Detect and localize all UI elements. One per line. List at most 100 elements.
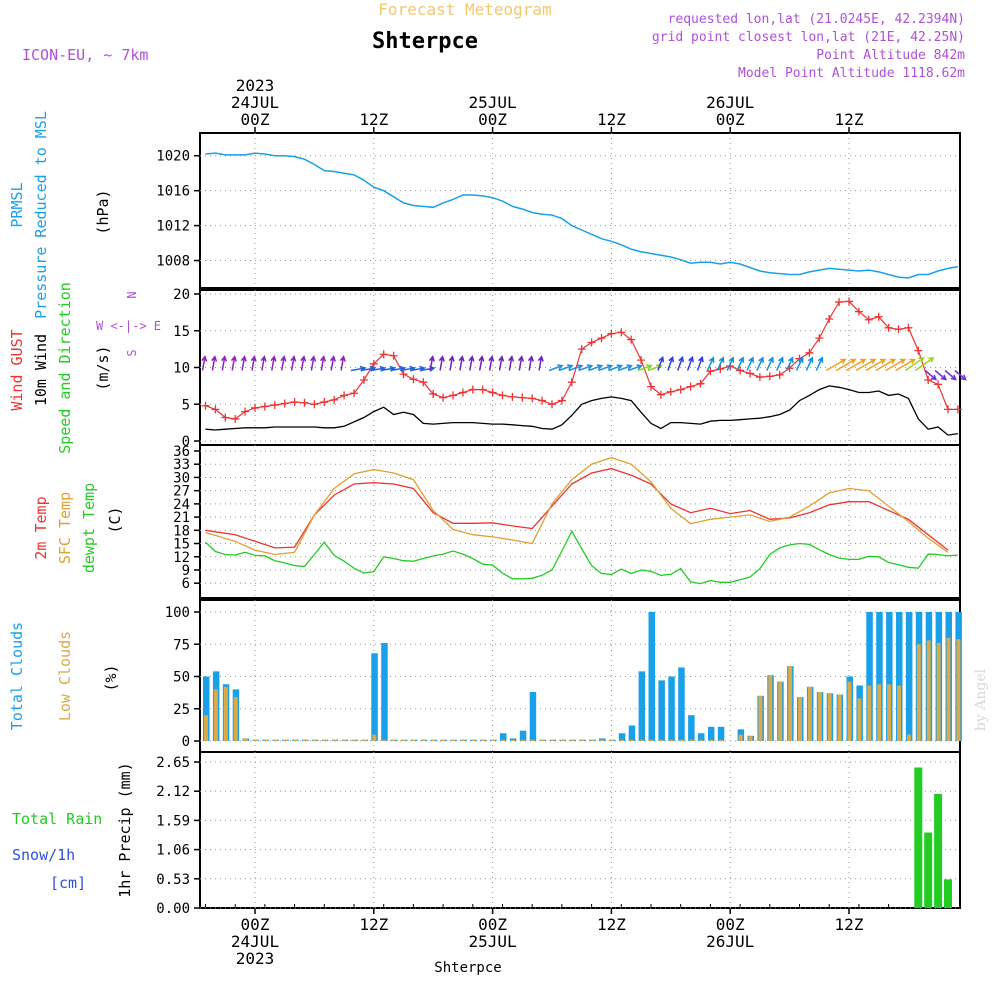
gust-marker	[666, 387, 675, 396]
gust-marker	[815, 334, 824, 343]
gust-marker	[894, 325, 903, 334]
y-tick-label: 15	[173, 324, 190, 340]
gust-marker	[518, 393, 527, 402]
low-cloud-bar	[501, 739, 505, 741]
gust-marker	[251, 403, 259, 412]
y-tick-label: 2.65	[156, 755, 190, 771]
wind-arrow	[875, 358, 897, 372]
total-cloud-bar	[698, 733, 705, 741]
low-cloud-bar	[550, 739, 555, 741]
requested-coords: requested lon,lat (21.0245E, 42.2394N)	[668, 12, 965, 27]
wind-arrow	[458, 355, 465, 371]
gust-marker	[340, 391, 349, 400]
low-cloud-bar	[481, 739, 486, 741]
wind-direction-arrows	[201, 355, 967, 381]
wind-arrow	[498, 355, 505, 371]
wind-arrow	[518, 355, 525, 371]
y-tick-label: 30	[173, 470, 190, 486]
panel-frame-pressure	[199, 132, 961, 289]
rain-bar	[924, 832, 933, 908]
gust-marker	[874, 312, 883, 321]
snow-unit-label: [cm]	[50, 874, 86, 892]
wind-arrow	[706, 356, 715, 371]
wind-arrow	[310, 355, 317, 371]
wind-line	[205, 385, 958, 436]
low-cloud-bar	[659, 739, 664, 741]
low-cloud-bar	[362, 739, 367, 741]
gust-marker	[241, 407, 250, 416]
low-cloud-bar	[639, 739, 644, 741]
low-cloud-bar	[372, 734, 377, 741]
model-altitude: Model Point Altitude 1118.62m	[738, 66, 965, 81]
gust-marker	[528, 394, 537, 403]
wind-arrow	[805, 356, 814, 371]
bottom-time-label: 2023	[236, 949, 275, 968]
low-cloud-bar	[402, 739, 406, 741]
low-cloud-bar	[768, 675, 773, 741]
gridpoint-coords: grid point closest lon,lat (21E, 42.25N)	[652, 30, 965, 45]
wind-arrow	[250, 355, 257, 371]
dewpoint-line	[205, 529, 958, 585]
low-cloud-bar	[619, 739, 624, 741]
y-tick-label: 75	[173, 637, 190, 653]
low-cloud-bar	[877, 684, 882, 741]
y-tick-label: 21	[173, 510, 190, 526]
total-cloud-bar	[509, 738, 517, 741]
total-cloud-bar	[500, 733, 507, 741]
gust-marker	[211, 405, 220, 414]
wind-arrow	[598, 364, 614, 372]
pressure-line	[205, 152, 959, 279]
total-cloud-bar	[668, 676, 675, 741]
temp2m-line	[205, 467, 949, 551]
gust-marker	[300, 398, 309, 407]
low-cloud-bar	[560, 739, 565, 741]
y-tick-label: 0.00	[156, 901, 190, 917]
point-altitude: Point Altitude 842m	[816, 48, 965, 63]
wind-arrow	[904, 356, 925, 372]
wind-arrow	[696, 355, 704, 371]
gust-marker	[478, 385, 487, 394]
gust-marker	[746, 369, 754, 378]
panel-precip: 0.00 0.53 1.06 1.59 2.12 2.65	[156, 751, 961, 917]
footer-location: Shterpce	[434, 960, 501, 976]
gust-marker	[825, 314, 834, 323]
y-tick-label: 20	[173, 287, 190, 303]
low-cloud-bar	[352, 739, 357, 741]
wind-arrow	[667, 355, 675, 371]
pressure-unit-label: (hPa)	[94, 189, 112, 234]
wind-arrow	[855, 358, 877, 372]
precip-unit-label: 1hr Precip (mm)	[116, 762, 134, 897]
y-tick-label: 9	[182, 563, 190, 579]
low-cloud-bar	[382, 739, 387, 741]
gust-marker	[775, 370, 784, 379]
bottom-time-label: 25JUL	[469, 932, 517, 951]
wind-arrow	[280, 355, 287, 371]
low-cloud-bar	[580, 739, 585, 741]
compass-south: S	[125, 349, 139, 356]
gust-marker	[845, 297, 853, 306]
low-cloud-bar	[867, 685, 872, 741]
wind-arrow	[329, 355, 336, 371]
total-cloud-bar	[519, 730, 527, 741]
gust-marker	[330, 395, 339, 404]
low-cloud-bar	[263, 739, 268, 741]
low-cloud-bar	[322, 739, 327, 741]
wind-arrow	[478, 355, 485, 371]
gust-marker	[617, 328, 626, 337]
gust-marker	[449, 391, 457, 400]
gust-marker	[290, 398, 299, 407]
clouds-unit-label: (%)	[102, 664, 120, 691]
low-cloud-bar	[857, 698, 862, 741]
wind-arrow	[865, 358, 887, 372]
wind-arrow	[914, 356, 935, 372]
wind-arrow	[766, 356, 774, 371]
gust-marker	[577, 345, 586, 354]
low-cloud-bar	[510, 739, 515, 741]
gust-marker	[607, 329, 616, 338]
wind-direction-label: Speed and Direction	[56, 282, 74, 454]
y-tick-label: 27	[173, 484, 190, 500]
wind-arrow	[260, 355, 267, 371]
wind-arrow	[736, 356, 745, 371]
gust-marker	[389, 351, 398, 360]
